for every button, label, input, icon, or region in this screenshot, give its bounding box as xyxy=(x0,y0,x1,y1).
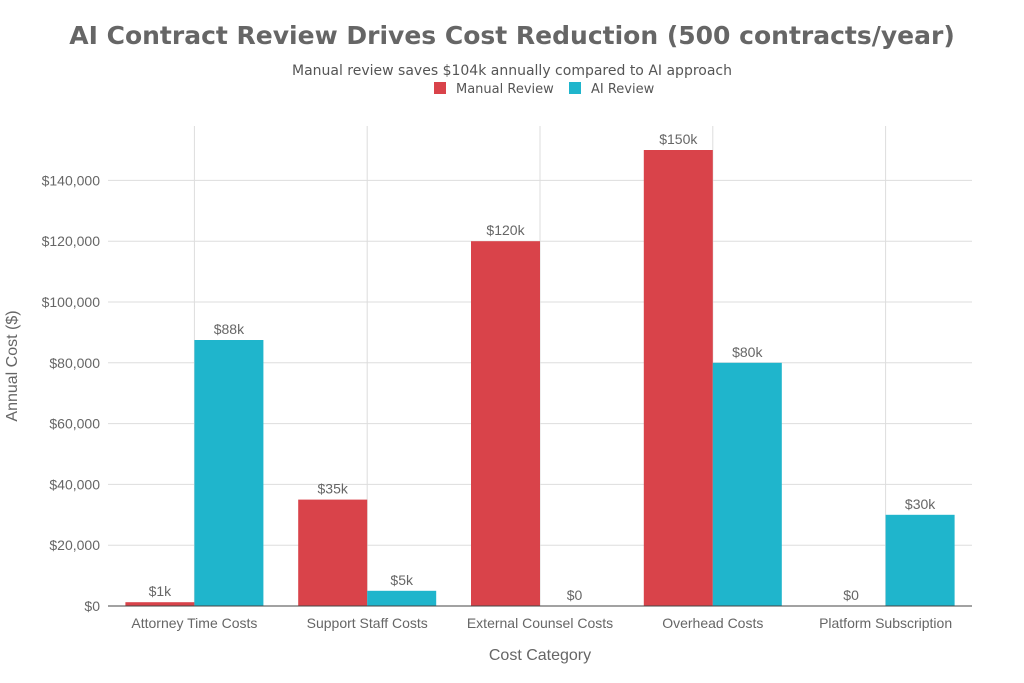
x-axis-title: Cost Category xyxy=(489,647,591,664)
legend-swatch-ai-review xyxy=(569,82,581,94)
chart-title: AI Contract Review Drives Cost Reduction… xyxy=(69,21,955,50)
data-label-ai-review: $0 xyxy=(567,587,583,603)
x-tick-label: External Counsel Costs xyxy=(467,615,613,631)
y-axis-ticks: $0 $20,000 $40,000 $60,000 $80,000 $100,000 $1… xyxy=(42,172,101,614)
bar-manual-review xyxy=(643,150,713,606)
data-label-ai-review: $30k xyxy=(905,496,936,512)
x-tick-label: Overhead Costs xyxy=(662,615,763,631)
legend-label-manual-review: Manual Review xyxy=(456,82,554,97)
data-labels: $1k $88k $35k $5k $120k $0 $150k $80k $0 $30k xyxy=(149,131,937,603)
bar-ai-review xyxy=(194,340,264,606)
x-tick-label: Support Staff Costs xyxy=(307,615,428,631)
data-label-manual-review: $120k xyxy=(486,222,525,238)
data-label-ai-review: $5k xyxy=(390,572,414,588)
data-label-ai-review: $88k xyxy=(214,321,245,337)
x-axis-ticks: Attorney Time Costs Support Staff Costs Ex… xyxy=(131,615,952,631)
y-tick-label: $40,000 xyxy=(49,476,100,492)
data-label-manual-review: $150k xyxy=(659,131,698,147)
bar-manual-review xyxy=(125,602,195,606)
bar-manual-review xyxy=(298,499,368,606)
bars xyxy=(125,150,955,606)
y-tick-label: $100,000 xyxy=(42,294,101,310)
legend-label-ai-review: AI Review xyxy=(591,82,655,97)
bar-ai-review xyxy=(885,514,955,606)
bar-ai-review xyxy=(712,362,782,606)
y-axis-title: Annual Cost ($) xyxy=(4,310,21,421)
y-tick-label: $120,000 xyxy=(42,233,101,249)
y-tick-label: $140,000 xyxy=(42,172,101,188)
bar-manual-review xyxy=(471,241,540,606)
data-label-manual-review: $1k xyxy=(149,583,173,599)
x-tick-label: Platform Subscription xyxy=(819,615,952,631)
data-label-manual-review: $0 xyxy=(843,587,859,603)
data-label-manual-review: $35k xyxy=(318,481,349,497)
legend: Manual Review AI Review xyxy=(434,82,655,97)
y-tick-label: $80,000 xyxy=(49,355,100,371)
y-tick-label: $20,000 xyxy=(49,537,100,553)
legend-swatch-manual-review xyxy=(434,82,446,94)
x-tick-label: Attorney Time Costs xyxy=(131,615,257,631)
y-tick-label: $0 xyxy=(84,598,100,614)
data-label-ai-review: $80k xyxy=(732,344,763,360)
bar-ai-review xyxy=(367,590,437,606)
chart-subtitle: Manual review saves $104k annually compa… xyxy=(292,63,732,79)
y-tick-label: $60,000 xyxy=(49,416,100,432)
